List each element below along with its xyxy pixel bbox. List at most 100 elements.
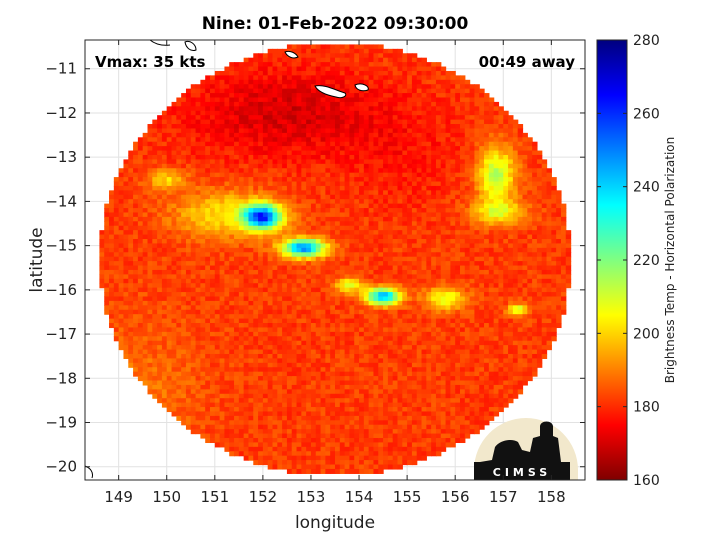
- heatmap-cell: [310, 420, 317, 426]
- heatmap-cell: [344, 287, 351, 293]
- heatmap-cell: [262, 190, 269, 196]
- heatmap-cell: [310, 172, 317, 178]
- heatmap-cell: [320, 79, 326, 85]
- heatmap-cell: [282, 376, 288, 382]
- heatmap-cell: [185, 230, 192, 236]
- heatmap-cell: [171, 283, 177, 289]
- heatmap-cell: [349, 252, 355, 258]
- heatmap-cell: [368, 62, 375, 68]
- heatmap-cell: [205, 411, 211, 417]
- heatmap-cell: [205, 371, 211, 377]
- heatmap-cell: [171, 340, 177, 346]
- heatmap-cell: [248, 124, 254, 130]
- heatmap-cell: [301, 429, 307, 435]
- heatmap-cell: [219, 70, 226, 76]
- heatmap-cell: [229, 292, 235, 298]
- heatmap-cell: [325, 274, 331, 280]
- heatmap-cell: [181, 287, 187, 293]
- heatmap-cell: [392, 88, 399, 94]
- heatmap-cell: [205, 150, 211, 156]
- heatmap-cell: [354, 384, 360, 390]
- heatmap-cell: [315, 318, 322, 324]
- heatmap-cell: [354, 314, 360, 320]
- heatmap-cell: [253, 225, 259, 231]
- heatmap-cell: [176, 106, 182, 112]
- heatmap-cell: [363, 336, 370, 342]
- heatmap-cell: [387, 141, 394, 147]
- heatmap-cell: [262, 119, 269, 125]
- heatmap-cell: [219, 389, 226, 395]
- heatmap-cell: [185, 93, 192, 99]
- heatmap-cell: [315, 234, 322, 240]
- heatmap-cell: [200, 380, 206, 386]
- heatmap-cell: [359, 247, 365, 253]
- heatmap-cell: [325, 402, 331, 408]
- heatmap-cell: [378, 305, 384, 311]
- heatmap-cell: [320, 221, 326, 227]
- heatmap-cell: [152, 199, 158, 205]
- heatmap-cell: [306, 389, 312, 395]
- heatmap-cell: [373, 185, 379, 191]
- heatmap-cell: [306, 177, 312, 183]
- heatmap-cell: [383, 411, 389, 417]
- heatmap-cell: [315, 159, 322, 165]
- heatmap-cell: [296, 221, 302, 227]
- heatmap-cell: [128, 252, 134, 258]
- heatmap-cell: [335, 323, 341, 329]
- heatmap-cell: [133, 203, 139, 209]
- heatmap-cell: [339, 230, 346, 236]
- heatmap-cell: [267, 287, 274, 293]
- heatmap-cell: [339, 163, 346, 169]
- heatmap-cell: [282, 115, 288, 121]
- heatmap-cell: [272, 323, 278, 329]
- heatmap-cell: [267, 230, 274, 236]
- heatmap-cell: [200, 367, 206, 373]
- heatmap-cell: [310, 70, 317, 76]
- heatmap-cell: [109, 212, 115, 218]
- heatmap-cell: [320, 199, 326, 205]
- heatmap-cell: [296, 203, 302, 209]
- heatmap-cell: [161, 225, 168, 231]
- heatmap-cell: [128, 177, 134, 183]
- heatmap-cell: [296, 168, 302, 174]
- heatmap-cell: [214, 323, 221, 329]
- heatmap-cell: [301, 380, 307, 386]
- heatmap-cell: [262, 115, 269, 121]
- heatmap-cell: [210, 212, 216, 218]
- heatmap-cell: [277, 367, 283, 373]
- heatmap-cell: [224, 93, 230, 99]
- heatmap-cell: [354, 287, 360, 293]
- heatmap-cell: [363, 296, 370, 302]
- heatmap-cell: [128, 221, 134, 227]
- heatmap-cell: [128, 194, 134, 200]
- heatmap-cell: [185, 274, 192, 280]
- heatmap-cell: [152, 305, 158, 311]
- heatmap-cell: [330, 353, 336, 359]
- heatmap-cell: [262, 314, 269, 320]
- heatmap-cell: [161, 362, 168, 368]
- heatmap-cell: [354, 411, 360, 417]
- heatmap-cell: [190, 314, 197, 320]
- heatmap-cell: [262, 336, 269, 342]
- heatmap-cell: [387, 362, 394, 368]
- heatmap-cell: [205, 407, 211, 413]
- heatmap-cell: [176, 371, 182, 377]
- heatmap-cell: [368, 468, 375, 474]
- heatmap-cell: [310, 44, 317, 50]
- heatmap-cell: [128, 318, 134, 324]
- heatmap-cell: [248, 194, 254, 200]
- heatmap-cell: [383, 177, 389, 183]
- heatmap-cell: [219, 420, 226, 426]
- heatmap-cell: [363, 389, 370, 395]
- heatmap-cell: [373, 159, 379, 165]
- heatmap-cell: [238, 163, 245, 169]
- heatmap-cell: [243, 141, 250, 147]
- heatmap-cell: [339, 323, 346, 329]
- heatmap-cell: [354, 265, 360, 271]
- heatmap-cell: [128, 172, 134, 178]
- heatmap-cell: [373, 181, 379, 187]
- heatmap-cell: [330, 163, 336, 169]
- heatmap-cell: [185, 115, 192, 121]
- heatmap-cell: [291, 115, 298, 121]
- heatmap-cell: [301, 411, 307, 417]
